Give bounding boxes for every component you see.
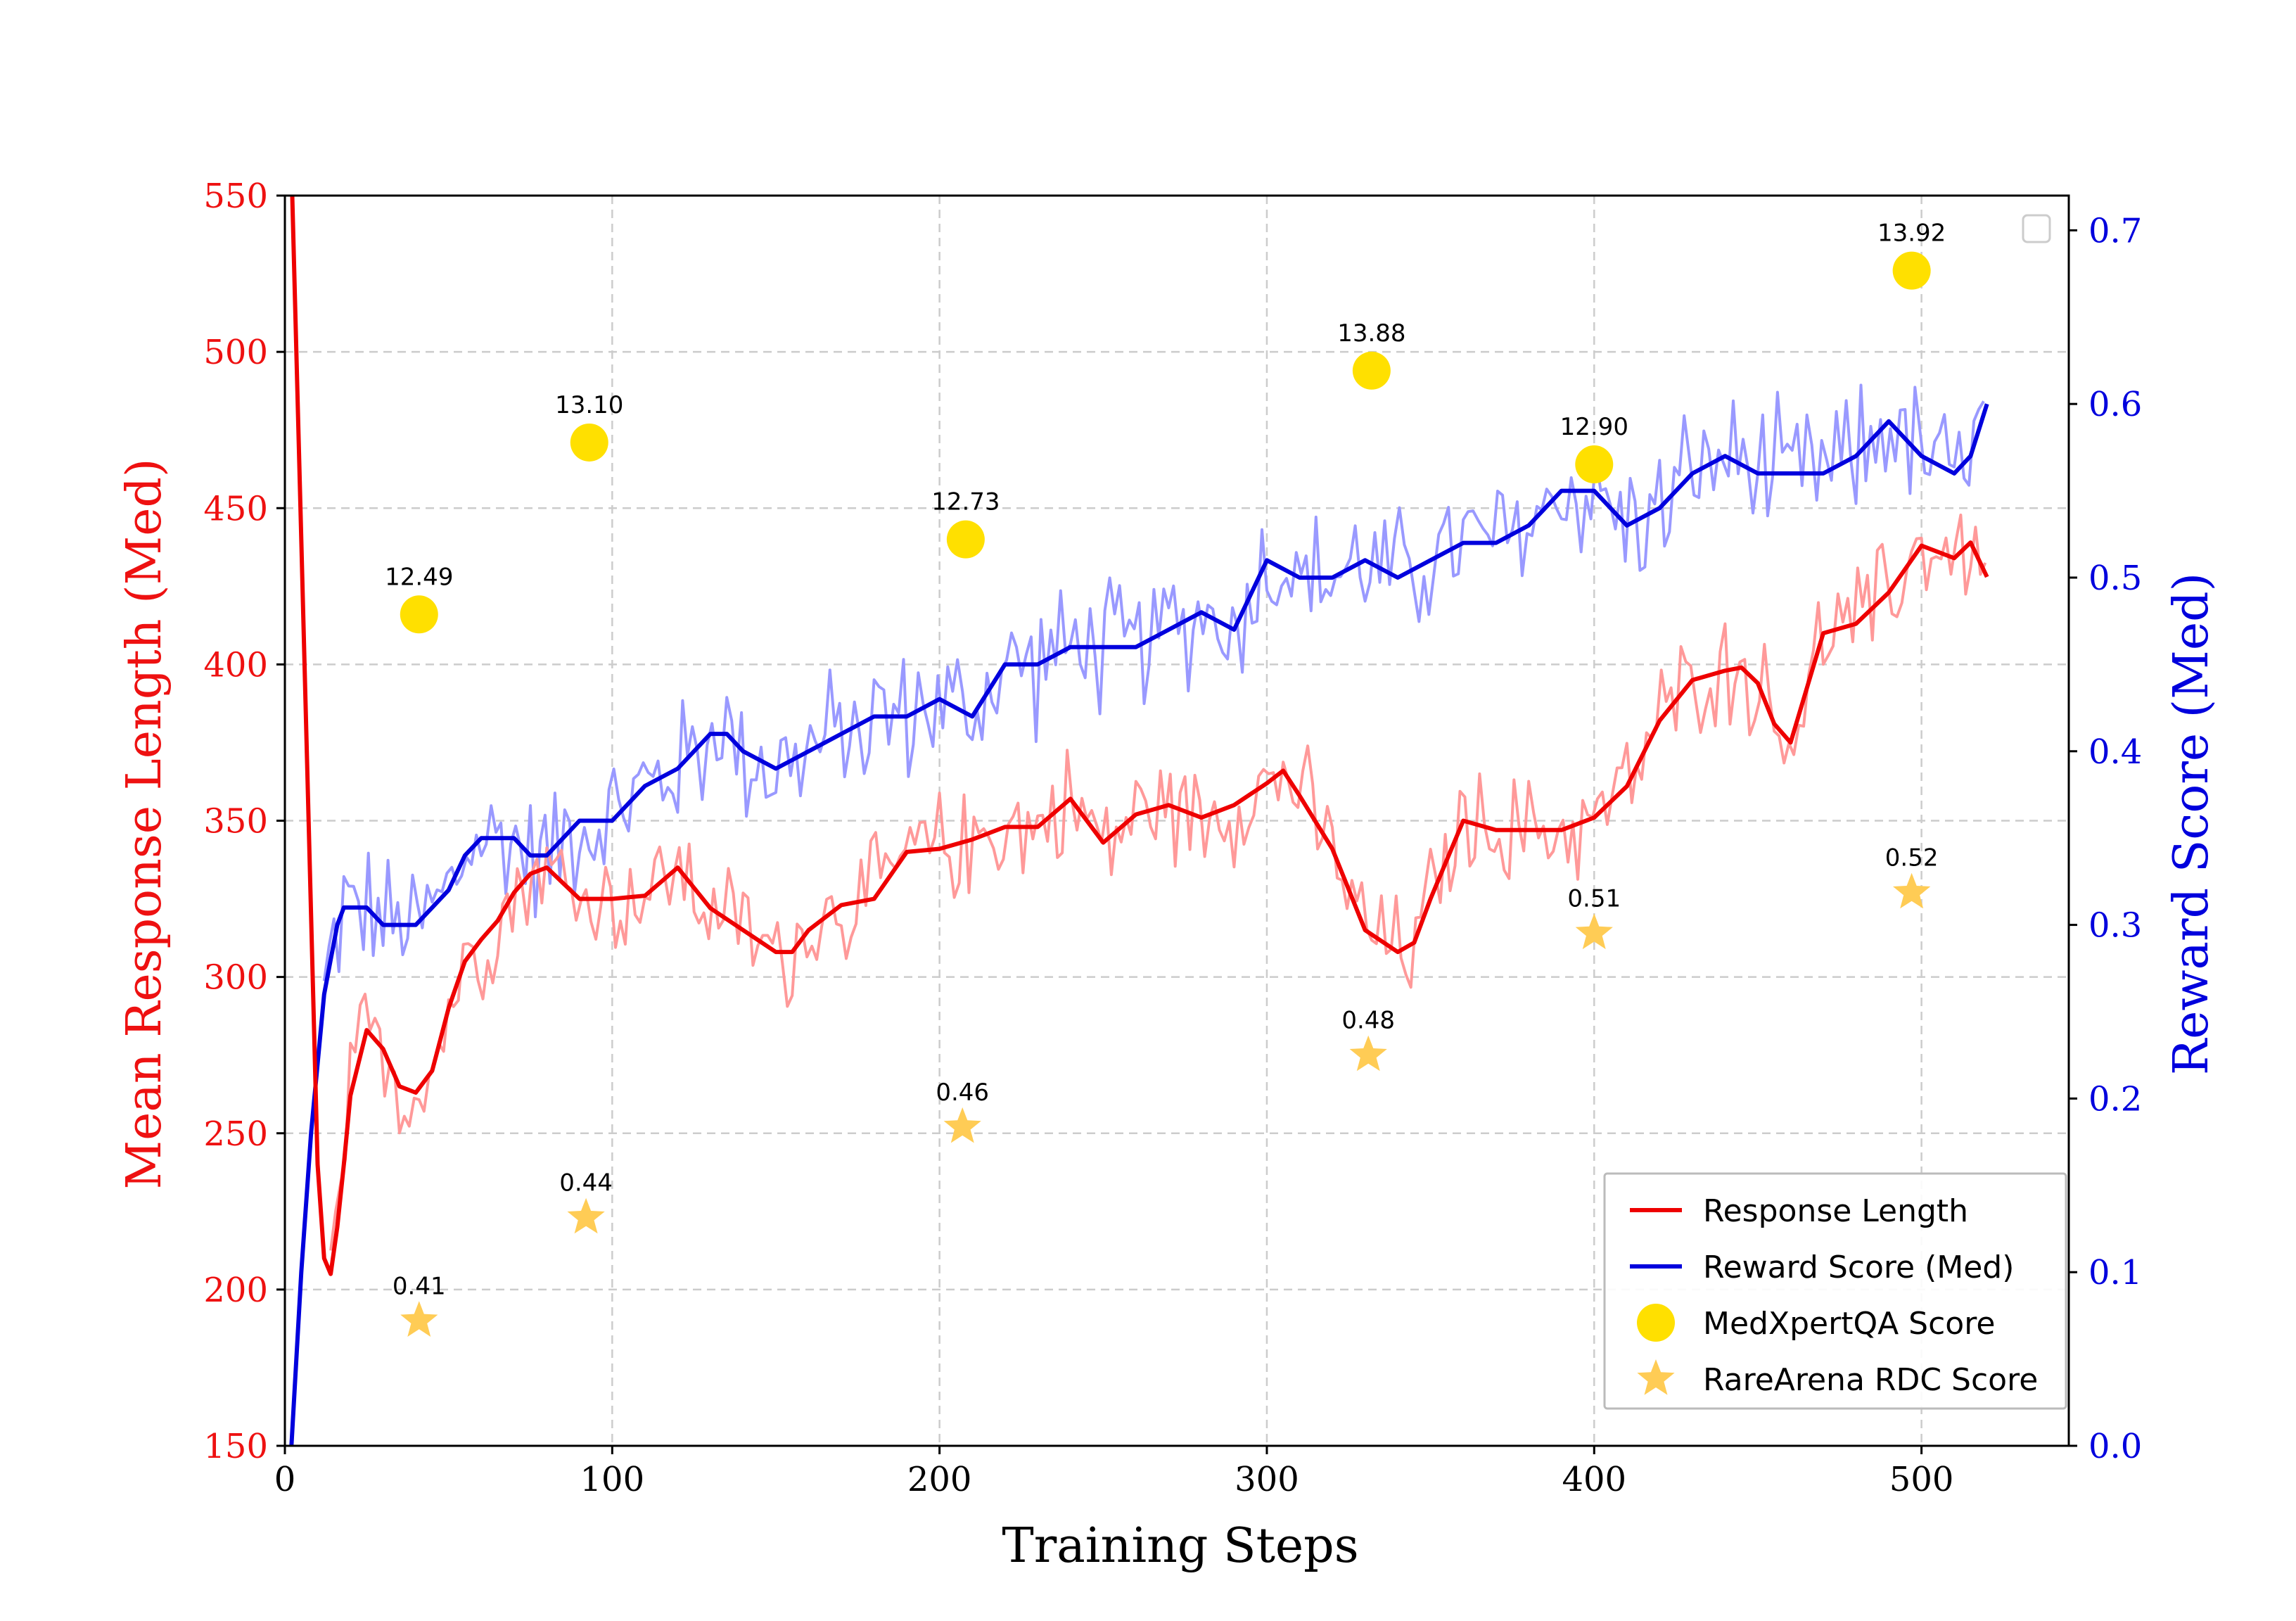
raw-series-traces bbox=[322, 383, 1987, 1251]
left-y-axis-label: Mean Response Length (Med) bbox=[117, 458, 172, 1189]
x-tick-label: 400 bbox=[1562, 1460, 1626, 1499]
response-length-line bbox=[290, 196, 1989, 1276]
right-y-tick-label: 0.5 bbox=[2088, 559, 2142, 598]
axes bbox=[276, 194, 2077, 1454]
rarearena-point bbox=[400, 1301, 438, 1337]
legend-label: Reward Score (Med) bbox=[1703, 1250, 2014, 1285]
right-y-tick-label: 0.4 bbox=[2088, 732, 2142, 772]
reward-score-line bbox=[289, 403, 1989, 1446]
medxpert-label: 12.73 bbox=[931, 488, 1000, 516]
rarearena-point bbox=[1893, 872, 1931, 909]
right-y-tick-label: 0.0 bbox=[2088, 1427, 2142, 1466]
legend-label: Response Length bbox=[1703, 1193, 1968, 1229]
rarearena-point bbox=[1349, 1035, 1387, 1072]
length-raw-trace bbox=[329, 514, 1987, 1251]
medxpert-label: 13.10 bbox=[555, 391, 623, 419]
left-y-tick-label: 300 bbox=[203, 958, 268, 998]
medxpert-label: 13.92 bbox=[1877, 220, 1946, 248]
medxpert-label: 12.90 bbox=[1560, 413, 1628, 441]
x-tick-label: 0 bbox=[274, 1460, 296, 1499]
medxpert-label: 12.49 bbox=[385, 563, 453, 591]
rarearena-label: 0.46 bbox=[936, 1079, 989, 1107]
medxpert-point bbox=[946, 520, 985, 559]
left-y-tick-label: 150 bbox=[203, 1427, 268, 1466]
right-y-axis-label: Reward Score (Med) bbox=[2164, 573, 2219, 1075]
right-y-tick-label: 0.7 bbox=[2088, 211, 2142, 250]
medxpert-label: 13.88 bbox=[1337, 319, 1405, 348]
legend: Response Length Reward Score (Med) MedXper… bbox=[1603, 1172, 2067, 1410]
left-y-tick-label: 350 bbox=[203, 802, 268, 841]
tick-labels: 0 100 200 300 400 500 150 200 250 300 350 400 450 500… bbox=[203, 177, 2142, 1499]
left-y-tick-label: 450 bbox=[203, 489, 268, 528]
score-markers: 12.49 13.10 12.73 13.88 12.90 13.92 0.41 0.44 0.… bbox=[385, 220, 1946, 1337]
x-axis-label: Training Steps bbox=[1002, 1518, 1358, 1574]
medxpert-point bbox=[1575, 445, 1614, 484]
legend-label: MedXpertQA Score bbox=[1703, 1306, 1995, 1342]
rarearena-label: 0.52 bbox=[1885, 844, 1939, 872]
x-tick-label: 200 bbox=[907, 1460, 972, 1499]
legend-circle-swatch bbox=[1637, 1304, 1675, 1342]
rarearena-label: 0.51 bbox=[1567, 884, 1621, 913]
x-tick-label: 100 bbox=[580, 1460, 645, 1499]
right-y-tick-label: 0.2 bbox=[2088, 1079, 2142, 1119]
left-y-tick-label: 500 bbox=[203, 333, 268, 372]
left-y-tick-label: 550 bbox=[203, 177, 268, 216]
left-y-tick-label: 400 bbox=[203, 645, 268, 685]
legend-box bbox=[1603, 1172, 2067, 1410]
x-tick-label: 300 bbox=[1235, 1460, 1299, 1499]
medxpert-point bbox=[1892, 251, 1931, 290]
right-y-tick-label: 0.3 bbox=[2088, 906, 2142, 946]
left-y-tick-label: 200 bbox=[203, 1271, 268, 1310]
x-tick-label: 500 bbox=[1889, 1460, 1954, 1499]
legend-star-swatch bbox=[1637, 1359, 1675, 1395]
rarearena-label: 0.41 bbox=[393, 1272, 446, 1300]
right-y-tick-label: 0.1 bbox=[2088, 1253, 2142, 1292]
legend-label: RareArena RDC Score bbox=[1703, 1362, 2038, 1398]
rarearena-point bbox=[1575, 913, 1613, 950]
empty-legend-box bbox=[2022, 214, 2051, 243]
left-y-tick-label: 250 bbox=[203, 1114, 268, 1154]
rarearena-point bbox=[943, 1107, 981, 1143]
rarearena-label: 0.44 bbox=[559, 1169, 613, 1197]
medxpert-point bbox=[570, 423, 608, 462]
right-y-tick-label: 0.6 bbox=[2088, 385, 2142, 424]
rarearena-label: 0.48 bbox=[1341, 1007, 1395, 1035]
medxpert-point bbox=[400, 595, 438, 634]
medxpert-point bbox=[1352, 351, 1391, 390]
reward-raw-trace bbox=[322, 383, 1985, 981]
series-lines bbox=[289, 196, 1989, 1446]
rarearena-point bbox=[567, 1197, 605, 1234]
